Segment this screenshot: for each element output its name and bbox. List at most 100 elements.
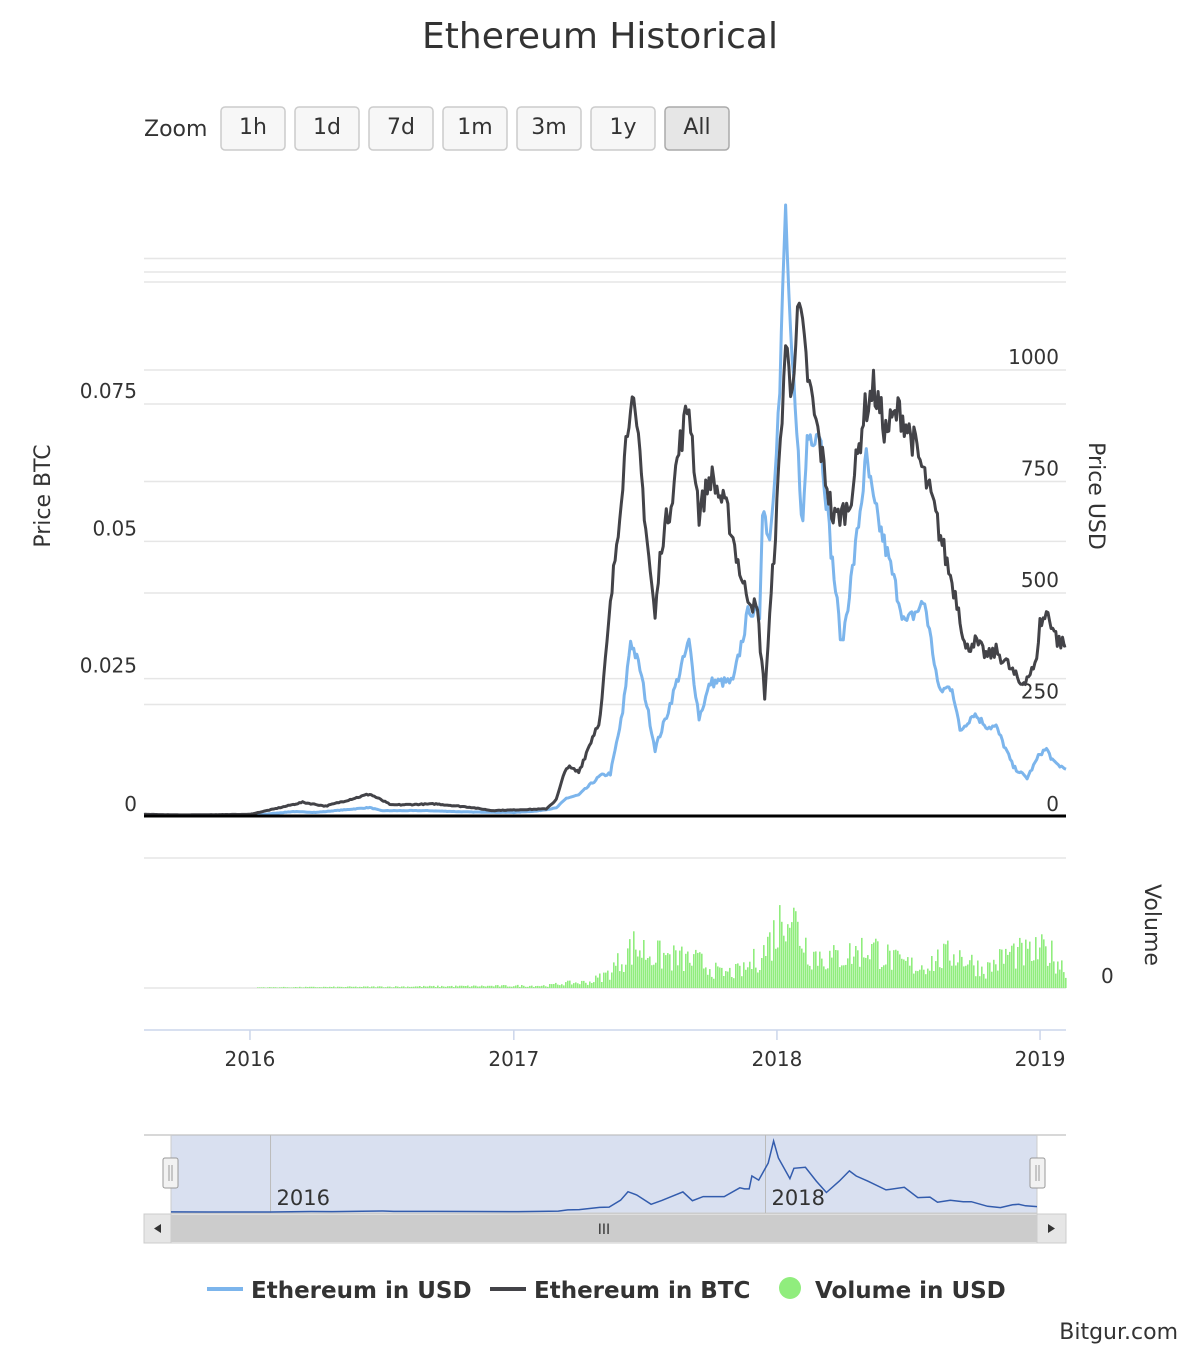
- volume-bar: [1015, 968, 1017, 988]
- volume-bar: [861, 937, 863, 988]
- volume-bar: [275, 987, 277, 988]
- zoom-button-1d[interactable]: 1d: [294, 106, 360, 151]
- x-axis-tick: 2016: [225, 1047, 276, 1071]
- volume-bar: [789, 927, 791, 988]
- volume-bar: [425, 986, 427, 988]
- volume-bar: [411, 986, 413, 988]
- navigator-handle-right[interactable]: [1029, 1157, 1046, 1189]
- volume-bar: [911, 957, 913, 988]
- scrollbar-left-button[interactable]: [143, 1213, 172, 1244]
- volume-bar: [813, 951, 815, 988]
- volume-bar: [607, 970, 609, 988]
- volume-bar: [665, 955, 667, 988]
- volume-bar: [651, 965, 653, 988]
- volume-bar: [801, 948, 803, 988]
- volume-bar: [263, 987, 265, 988]
- volume-bar: [451, 985, 453, 988]
- volume-bar: [339, 986, 341, 988]
- volume-bar: [771, 960, 773, 988]
- zoom-button-1m[interactable]: 1m: [442, 106, 508, 151]
- volume-bar: [407, 986, 409, 988]
- legend-item-ethereum-btc[interactable]: Ethereum in BTC: [490, 1278, 750, 1304]
- volume-bar: [757, 972, 759, 988]
- volume-bar: [741, 976, 743, 988]
- volume-bar: [483, 986, 485, 988]
- volume-bar: [569, 980, 571, 988]
- volume-bar: [1047, 965, 1049, 988]
- volume-bar: [467, 985, 469, 988]
- zoom-button-label: 7d: [387, 115, 415, 140]
- volume-bar: [925, 974, 927, 988]
- zoom-button-label: 3m: [531, 115, 566, 140]
- volume-bar: [511, 986, 513, 988]
- scrollbar-right-button[interactable]: [1036, 1213, 1067, 1244]
- volume-bar: [985, 978, 987, 988]
- volume-bar: [1019, 937, 1021, 988]
- volume-bar: [689, 962, 691, 988]
- volume-bar: [259, 987, 261, 988]
- zoom-button-All[interactable]: All: [664, 106, 730, 151]
- navigator-handle-left[interactable]: [162, 1157, 179, 1189]
- zoom-button-1y[interactable]: 1y: [590, 106, 656, 151]
- legend-item-volume-usd[interactable]: Volume in USD: [779, 1277, 1006, 1304]
- volume-bar: [435, 987, 437, 988]
- volume-bar: [913, 973, 915, 988]
- series-line-ethereum-btc: [143, 301, 1067, 817]
- volume-bar: [395, 986, 397, 988]
- volume-bar: [545, 986, 547, 988]
- volume-bar: [717, 966, 719, 988]
- volume-bar: [1023, 965, 1025, 988]
- volume-bar: [313, 986, 315, 988]
- volume-bar: [941, 968, 943, 988]
- volume-bar: [519, 986, 521, 988]
- volume-bar: [793, 907, 795, 988]
- volume-bar: [547, 986, 549, 988]
- price-grid: [144, 257, 1066, 706]
- zoom-button-7d[interactable]: 7d: [368, 106, 434, 151]
- volume-bar: [669, 954, 671, 988]
- volume-bar: [617, 953, 619, 988]
- volume-bar: [347, 986, 349, 988]
- volume-bar: [961, 956, 963, 988]
- volume-bar: [1011, 945, 1013, 988]
- navigator-mask[interactable]: [170, 1134, 1038, 1214]
- volume-bar: [363, 986, 365, 988]
- volume-bar: [933, 971, 935, 988]
- volume-bar: [811, 969, 813, 988]
- credit-link[interactable]: Bitgur.com: [1059, 1320, 1178, 1345]
- volume-bar: [871, 944, 873, 988]
- volume-bar: [675, 950, 677, 988]
- volume-bar: [693, 954, 695, 988]
- volume-bar: [585, 982, 587, 988]
- volume-bar: [779, 905, 781, 988]
- volume-bar: [379, 986, 381, 988]
- volume-bar: [549, 984, 551, 988]
- volume-bar: [567, 980, 569, 988]
- arrow-right-icon: [1048, 1224, 1055, 1233]
- right-axis-ticks: 0 250 500 750 1000: [1008, 345, 1059, 816]
- volume-bar: [681, 946, 683, 988]
- zoom-button-3m[interactable]: 3m: [516, 106, 582, 151]
- volume-bar: [735, 964, 737, 988]
- volume-bar: [587, 984, 589, 988]
- volume-bar: [325, 986, 327, 988]
- zoom-button-1h[interactable]: 1h: [220, 106, 286, 151]
- volume-bar: [369, 987, 371, 988]
- navigator-tick: 2018: [771, 1186, 824, 1210]
- scrollbar-thumb[interactable]: [171, 1215, 1037, 1242]
- volume-bar: [353, 986, 355, 988]
- volume-bar: [915, 970, 917, 988]
- volume-bar: [875, 938, 877, 988]
- volume-bar: [697, 952, 699, 988]
- volume-bar: [345, 987, 347, 988]
- volume-bar: [285, 987, 287, 988]
- volume-bar: [967, 964, 969, 988]
- volume-bar: [417, 986, 419, 988]
- volume-bar: [469, 986, 471, 988]
- volume-bar: [575, 982, 577, 988]
- legend-item-ethereum-usd[interactable]: Ethereum in USD: [207, 1278, 472, 1304]
- right-axis-title: Price USD: [1083, 442, 1108, 550]
- volume-bar: [593, 982, 595, 988]
- volume-bar: [983, 973, 985, 988]
- volume-bar: [615, 965, 617, 988]
